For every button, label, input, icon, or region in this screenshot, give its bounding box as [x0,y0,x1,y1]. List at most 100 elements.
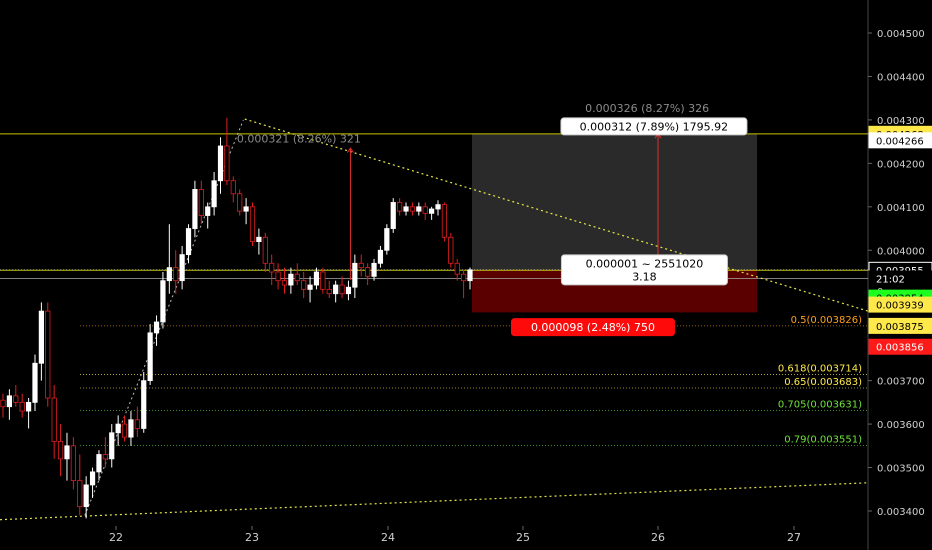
candle-body [454,262,460,275]
candle-body [403,206,409,212]
measure-arrow-1-head [347,147,354,153]
candle [51,384,57,459]
candle-body [320,271,326,290]
candle-body [205,206,211,216]
candle [115,415,121,446]
candle [435,200,441,216]
time-axis: 22 23 24 25 26 27 [109,526,801,544]
candle [467,267,473,290]
target-text-0: 0.000312 (7.89%) 1795.92 [580,120,729,133]
candle-body [275,271,281,282]
candle [32,354,38,412]
candle [0,393,6,418]
candle-body [313,271,320,286]
candle-body [128,419,134,438]
price-tick-label: 0.004200 [877,159,925,170]
candle [205,202,211,229]
candle [409,202,416,216]
candle [429,206,435,220]
candle [224,117,230,186]
candle-body [64,445,70,460]
candle-body [461,273,467,282]
candle-body [435,204,441,210]
candle-body [160,280,166,323]
candle-body [102,454,108,460]
time-tick-label: 23 [245,531,259,544]
candle-body [416,206,422,212]
candle [89,467,96,498]
candle-body [83,484,89,508]
time-tick-label: 25 [516,531,530,544]
candle-body [77,480,83,508]
time-tick-label: 26 [651,531,665,544]
fib-label-0: 0.5(0.003826) [791,315,863,326]
candle [166,224,172,294]
candle [211,172,217,216]
candle [77,454,83,516]
entry-text-1: 3.18 [632,270,657,283]
price-tick-label: 0.004500 [877,29,925,40]
candle-body [281,280,288,286]
candle [441,202,448,242]
profit-zone [472,133,757,270]
candle [320,267,326,294]
candle [179,245,185,290]
candle-body [409,206,416,212]
candle-body [448,236,454,264]
target-box [560,117,748,136]
candle-body [441,204,448,238]
resistance-trendline [244,118,869,312]
candle [326,280,332,299]
candle-body [294,273,300,282]
candle-body [224,145,230,182]
price-tag-5 [868,296,932,313]
candle-body [115,423,121,434]
candle-body [38,310,44,364]
candle [307,276,313,303]
candle-body [217,145,224,182]
candle [217,137,224,194]
candle [109,424,115,468]
candle [352,254,358,299]
candle [64,432,70,481]
price-axis: 0.004500 0.004400 0.004300 0.004200 0.004100… [868,29,932,518]
candle [38,302,44,381]
candle [147,324,153,385]
candle-body [358,262,364,269]
price-tick-label: 0.003700 [877,377,925,388]
candle-body [173,267,179,282]
position-labels: 0.000312 (7.89%) 1795.92 0.000001 ~ 25510… [510,117,748,337]
candle [185,224,192,264]
candle [121,415,128,442]
candle-body [249,206,256,242]
candle-body [301,280,307,290]
faded-target-label: 0.000326 (8.27%) 326 [585,102,709,115]
candle-body [57,441,64,460]
candle [345,280,352,301]
time-tick-label: 22 [109,531,123,544]
price-tick-label: 0.004300 [877,116,925,127]
candle [102,437,108,468]
candle-body [256,236,262,242]
fib-label-2: 0.65(0.003683) [784,377,862,388]
candle [390,198,396,233]
candle [83,476,89,519]
candle [141,371,147,433]
candle [160,272,166,329]
candle-body [345,286,352,295]
entry-box [560,254,728,286]
stop-box [510,318,675,337]
candle [313,267,320,290]
candle [237,189,243,216]
price-tag-label-1: 0.004266 [876,136,924,147]
price-tag-3 [868,270,932,287]
position-zones [472,133,757,313]
time-tick-label: 27 [787,531,801,544]
candle [128,411,134,446]
candle [96,450,102,481]
price-tag-label-6: 0.003875 [876,322,924,333]
candle-body [70,445,76,481]
candle [416,202,422,216]
candle-body [134,419,140,429]
